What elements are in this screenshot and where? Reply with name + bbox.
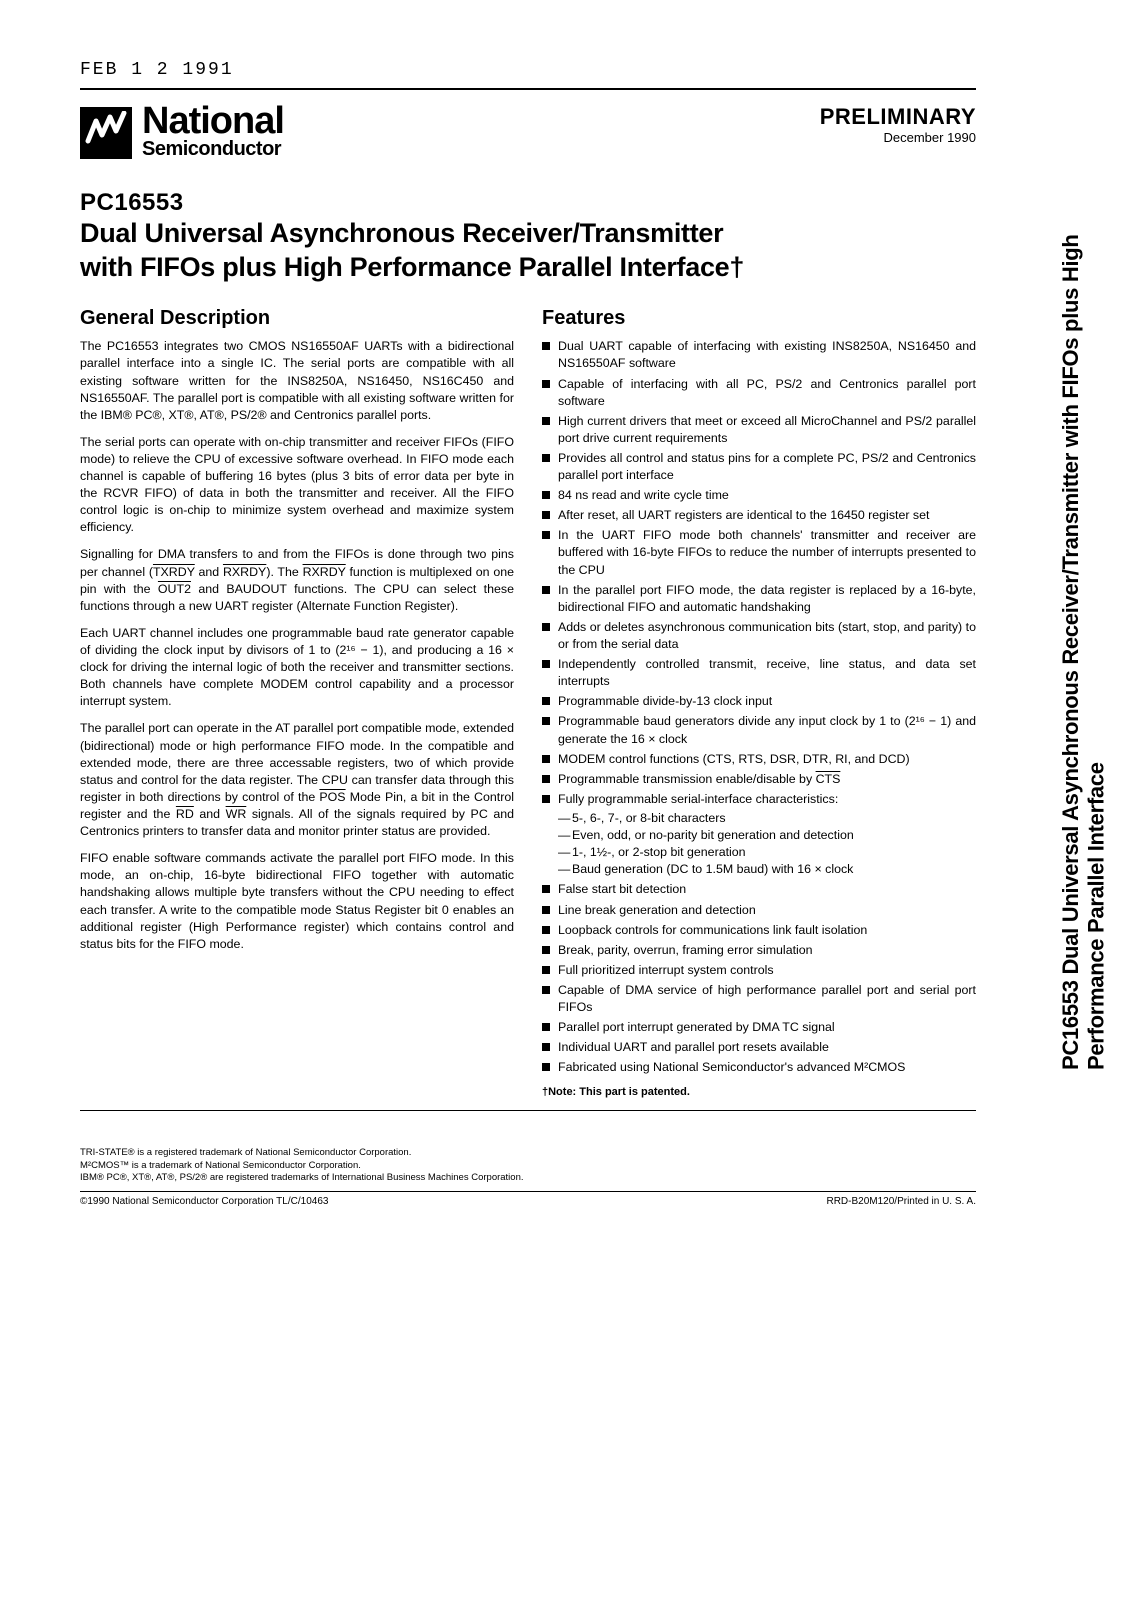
gd-para: FIFO enable software commands activate t… [80, 850, 514, 953]
gd-para: The serial ports can operate with on-chi… [80, 434, 514, 537]
logo-mark-icon [80, 107, 132, 159]
main-columns: General Description The PC16553 integrat… [80, 305, 976, 1100]
logo-text: National Semiconductor [142, 104, 284, 161]
feature-item: Provides all control and status pins for… [542, 450, 976, 484]
feature-item-serial: Fully programmable serial-interface char… [542, 791, 976, 879]
feature-item: MODEM control functions (CTS, RTS, DSR, … [542, 751, 976, 768]
feature-item: Capable of interfacing with all PC, PS/2… [542, 376, 976, 410]
side-title: PC16553 Dual Universal Asynchronous Rece… [1058, 100, 1106, 1070]
top-rule [80, 88, 976, 90]
feature-item: Break, parity, overrun, framing error si… [542, 942, 976, 959]
footer-row: ©1990 National Semiconductor Corporation… [80, 1196, 976, 1207]
feature-item: Full prioritized interrupt system contro… [542, 962, 976, 979]
feature-item: Adds or deletes asynchronous communicati… [542, 619, 976, 653]
title-block: PC16553 Dual Universal Asynchronous Rece… [80, 189, 976, 285]
preliminary-block: PRELIMINARY December 1990 [820, 104, 976, 145]
feature-item: Fabricated using National Semiconductor'… [542, 1059, 976, 1076]
serial-sub-item: Even, odd, or no-parity bit generation a… [558, 827, 976, 844]
patent-note: †Note: This part is patented. [542, 1085, 976, 1100]
feature-item: Dual UART capable of interfacing with ex… [542, 338, 976, 372]
serial-sub-item: 5-, 6-, 7-, or 8-bit characters [558, 810, 976, 827]
feature-item: In the parallel port FIFO mode, the data… [542, 582, 976, 616]
features-list: Dual UART capable of interfacing with ex… [542, 338, 976, 1076]
general-description-head: General Description [80, 305, 514, 333]
feature-serial-label: Fully programmable serial-interface char… [558, 792, 838, 806]
feature-item-cts: Programmable transmission enable/disable… [542, 771, 976, 788]
trademark-line: M²CMOS™ is a trademark of National Semic… [80, 1160, 976, 1173]
feature-item: Capable of DMA service of high performan… [542, 982, 976, 1016]
feature-item: 84 ns read and write cycle time [542, 487, 976, 504]
feature-item: After reset, all UART registers are iden… [542, 507, 976, 524]
title-line-1: Dual Universal Asynchronous Receiver/Tra… [80, 217, 976, 251]
serial-sub-list: 5-, 6-, 7-, or 8-bit characters Even, od… [558, 810, 976, 878]
foot-rule [80, 1191, 976, 1192]
left-column: General Description The PC16553 integrat… [80, 305, 514, 1100]
preliminary-date: December 1990 [820, 130, 976, 145]
feature-item: High current drivers that meet or exceed… [542, 413, 976, 447]
bottom-rule [80, 1110, 976, 1111]
trademarks-block: TRI-STATE® is a registered trademark of … [80, 1147, 976, 1185]
title-line-2: with FIFOs plus High Performance Paralle… [80, 251, 976, 285]
footer-left: ©1990 National Semiconductor Corporation… [80, 1196, 328, 1207]
feature-item: False start bit detection [542, 881, 976, 898]
gd-para: Each UART channel includes one programma… [80, 625, 514, 711]
feature-item: Loopback controls for communications lin… [542, 922, 976, 939]
logo-block: National Semiconductor [80, 104, 284, 161]
gd-para: The PC16553 integrates two CMOS NS16550A… [80, 338, 514, 424]
feature-item: Individual UART and parallel port resets… [542, 1039, 976, 1056]
feature-item: Parallel port interrupt generated by DMA… [542, 1019, 976, 1036]
footer-right: RRD-B20M120/Printed in U. S. A. [826, 1196, 976, 1207]
header-row: National Semiconductor PRELIMINARY Decem… [80, 104, 976, 161]
trademark-line: IBM® PC®, XT®, AT®, PS/2® are registered… [80, 1172, 976, 1185]
trademark-line: TRI-STATE® is a registered trademark of … [80, 1147, 976, 1160]
feature-item: Programmable divide-by-13 clock input [542, 693, 976, 710]
feature-item: In the UART FIFO mode both channels' tra… [542, 527, 976, 578]
gd-para-parallel: The parallel port can operate in the AT … [80, 720, 514, 840]
feature-item: Independently controlled transmit, recei… [542, 656, 976, 690]
serial-sub-item: 1-, 1½-, or 2-stop bit generation [558, 844, 976, 861]
features-head: Features [542, 305, 976, 333]
serial-sub-item: Baud generation (DC to 1.5M baud) with 1… [558, 861, 976, 878]
date-stamp: FEB 1 2 1991 [80, 60, 1072, 80]
feature-item: Line break generation and detection [542, 902, 976, 919]
right-column: Features Dual UART capable of interfacin… [542, 305, 976, 1100]
feature-item: Programmable baud generators divide any … [542, 713, 976, 747]
part-number: PC16553 [80, 189, 976, 217]
preliminary-label: PRELIMINARY [820, 104, 976, 130]
brand-name: National [142, 104, 284, 138]
gd-para-dma: Signalling for DMA transfers to and from… [80, 546, 514, 614]
brand-sub: Semiconductor [142, 138, 284, 161]
